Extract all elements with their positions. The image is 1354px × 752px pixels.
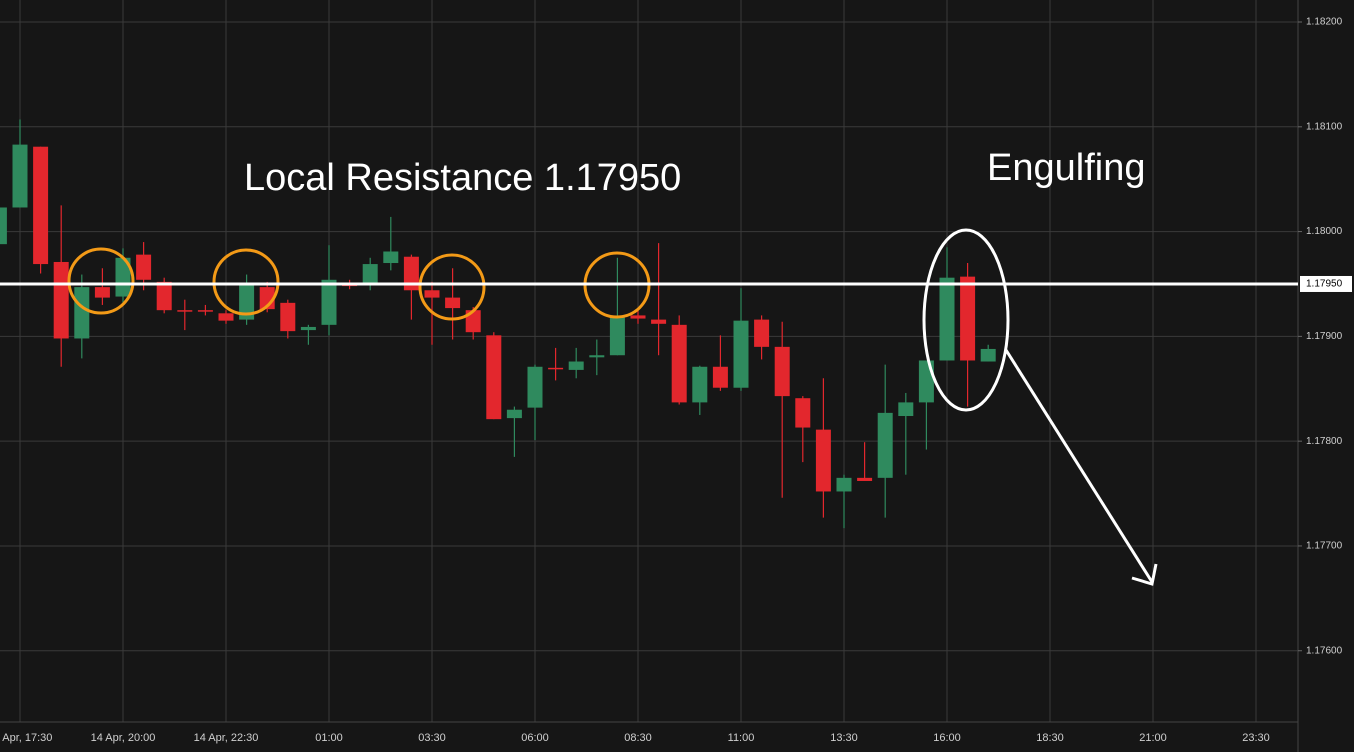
candle-body: [815, 429, 831, 492]
candle-body: [836, 477, 852, 492]
candle-body: [33, 146, 49, 265]
y-tick-label: 1.18100: [1306, 121, 1343, 132]
candle-body: [877, 412, 893, 478]
x-tick-label: 16:00: [933, 732, 961, 744]
candle-body: [857, 477, 873, 481]
candle-body: [548, 367, 564, 370]
x-tick-label: 08:30: [624, 732, 652, 744]
x-tick-label: 14 Apr, 20:00: [91, 732, 156, 744]
candle-body: [0, 207, 7, 245]
y-tick-label: 1.17900: [1306, 331, 1343, 342]
candle-body: [74, 287, 90, 339]
y-tick-label: 1.18000: [1306, 226, 1343, 237]
candle-body: [506, 409, 522, 419]
candle-body: [465, 310, 481, 333]
candle-body: [218, 313, 234, 321]
candle-body: [197, 310, 213, 312]
engulfing-ellipse: [922, 228, 1010, 412]
candle-body: [712, 366, 728, 388]
annotation: Engulfing: [987, 147, 1145, 189]
candle-body: [795, 398, 811, 428]
candles: [0, 119, 996, 529]
candle-body: [918, 360, 934, 403]
x-tick-label: 18:30: [1036, 732, 1064, 744]
candle-body: [486, 335, 502, 420]
candle-body: [630, 315, 646, 319]
candle-body: [774, 346, 790, 397]
candle-body: [136, 254, 152, 280]
candle-body: [321, 279, 337, 325]
candle-body: [589, 355, 605, 358]
candle-body: [239, 285, 255, 320]
highlight-circle: [212, 248, 280, 316]
candle-body: [424, 290, 440, 298]
candle-body: [980, 348, 996, 362]
candle-body: [362, 264, 378, 283]
candle-body: [12, 144, 28, 208]
highlight-circle: [418, 253, 486, 321]
x-tick-label: 23:30: [1242, 732, 1270, 744]
candle-body: [177, 310, 193, 312]
candle-body: [94, 287, 110, 298]
candle-body: [445, 297, 461, 309]
candle-body: [939, 277, 955, 361]
candle-body: [53, 261, 69, 339]
y-tick-label: 1.17700: [1306, 541, 1343, 552]
candle-body: [898, 402, 914, 417]
candle-body: [671, 324, 687, 403]
arrow-head: [1131, 563, 1158, 586]
x-tick-label: 13:30: [830, 732, 858, 744]
candle-body: [651, 319, 667, 324]
x-tick-label: 21:00: [1139, 732, 1167, 744]
candle-body: [156, 281, 172, 311]
x-tick-label: 03:30: [418, 732, 446, 744]
annotations: Local Resistance 1.17950 Engulfing: [0, 147, 1298, 586]
annotation: Local Resistance 1.17950: [244, 157, 681, 199]
x-tick-label: 11:00: [728, 732, 755, 744]
candle-body: [383, 251, 399, 264]
candle-body: [733, 320, 749, 388]
candle-body: [280, 302, 296, 332]
resistance-label-box: [1300, 275, 1352, 292]
x-tick-label: 06:00: [521, 732, 549, 744]
x-tick-label: 14 Apr, 22:30: [194, 732, 259, 744]
candle-body: [960, 276, 976, 361]
candle-body: [300, 326, 316, 331]
candle-body: [568, 361, 584, 370]
x-tick-label: 01:00: [315, 732, 343, 744]
x-tick-label: 14 Apr, 17:30: [0, 732, 52, 744]
candle-body: [403, 256, 419, 291]
y-tick-label: 1.18200: [1306, 17, 1343, 28]
arrow-line: [1004, 349, 1154, 583]
y-tick-label: 1.17800: [1306, 436, 1343, 447]
y-tick-label: 1.17600: [1306, 645, 1343, 656]
resistance-label: 1.17950: [1306, 279, 1343, 290]
candle-body: [609, 317, 625, 356]
highlight-circle: [67, 247, 135, 315]
candle-body: [115, 257, 131, 297]
candle-body: [754, 319, 770, 347]
candle-body: [527, 366, 543, 408]
candle-body: [692, 366, 708, 403]
